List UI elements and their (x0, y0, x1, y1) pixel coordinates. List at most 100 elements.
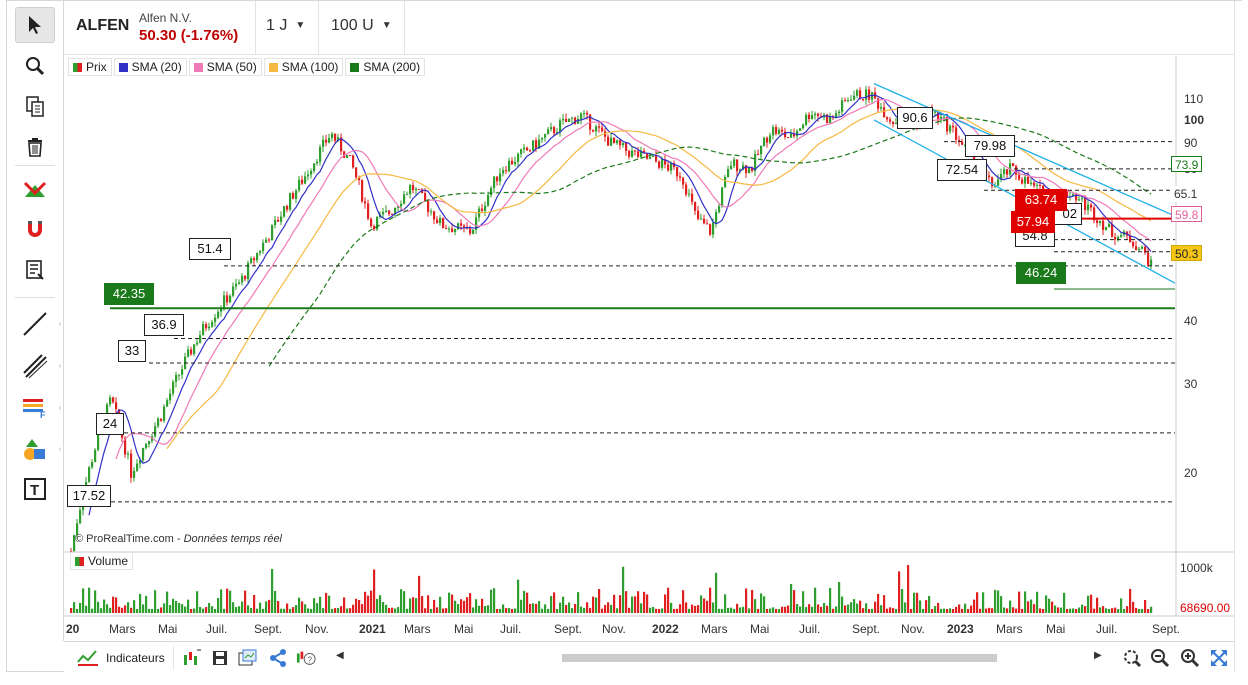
indicators-button[interactable]: Indicateurs (72, 646, 174, 670)
volume-bar (124, 605, 127, 613)
zoom-icon[interactable] (15, 48, 55, 84)
ticker-symbol: ALFEN (76, 17, 130, 34)
volume-bar (232, 602, 235, 613)
candle-body (646, 153, 649, 159)
volume-bar (334, 608, 337, 613)
level-label-33[interactable]: 33 (118, 340, 146, 362)
volume-bar (1072, 608, 1075, 613)
x-tick-label: Sept. (1152, 622, 1181, 636)
text-tool-icon[interactable]: T (15, 471, 55, 507)
volume-bar (199, 606, 202, 613)
volume-bar (736, 603, 739, 613)
cursor-icon[interactable] (15, 7, 55, 43)
candle-body (388, 210, 391, 214)
chevron-down-icon: ▼ (295, 20, 306, 32)
candle-body (496, 176, 499, 182)
volume-bar (577, 592, 580, 613)
level-label-17-52[interactable]: 17.52 (67, 485, 111, 507)
notes-icon[interactable] (15, 252, 55, 288)
volume-bar (685, 602, 688, 613)
company-name: Alfen N.V. (139, 11, 192, 25)
volume-bar (277, 601, 280, 613)
volume-bar (385, 604, 388, 613)
templates-icon[interactable] (238, 649, 258, 667)
candle-body (547, 129, 550, 135)
fibonacci-tool-icon[interactable]: F › (15, 390, 61, 426)
candle-body (472, 229, 475, 234)
candle-body (409, 185, 412, 195)
level-label-46-24[interactable]: 46.24 (1016, 262, 1066, 284)
candle-body (73, 535, 76, 552)
legend-price[interactable]: Prix (68, 58, 112, 76)
channel-tool-icon[interactable]: › (15, 348, 61, 384)
candle-body (412, 185, 415, 191)
copy-icon[interactable] (15, 89, 55, 125)
instrument-box[interactable]: ALFEN Alfen N.V. 50.30 (-1.76%) (64, 1, 256, 55)
magnet-icon[interactable] (15, 211, 55, 247)
volume-bar (652, 606, 655, 613)
add-chart-icon[interactable] (182, 649, 202, 667)
candle-body (841, 100, 844, 112)
candle-body (1012, 163, 1015, 167)
level-label-79-98[interactable]: 79.98 (965, 135, 1015, 157)
volume-bar (1012, 607, 1015, 613)
volume-bar (1018, 591, 1021, 613)
volume-bar (1093, 608, 1096, 613)
legend-sma-100[interactable]: SMA (100) (263, 58, 344, 76)
interval-dropdown[interactable]: 1 J ▼ (256, 1, 319, 55)
fullscreen-icon[interactable] (1209, 649, 1229, 667)
volume-bar (910, 608, 913, 613)
level-label-72-54[interactable]: 72.54 (937, 159, 987, 181)
shapes-tool-icon[interactable]: › (15, 431, 61, 467)
volume-bar (1120, 598, 1123, 613)
zoom-in-icon[interactable] (1180, 649, 1200, 668)
legend-sma-50[interactable]: SMA (50) (188, 58, 262, 76)
volume-bar (1042, 608, 1045, 613)
scroll-left-arrow[interactable]: ◀ (336, 650, 344, 661)
trash-icon[interactable] (15, 129, 55, 165)
level-label-57-94[interactable]: 57.94 (1011, 211, 1055, 233)
level-label-24[interactable]: 24 (96, 413, 124, 435)
candle-body (811, 115, 814, 119)
volume-bar (172, 598, 175, 613)
save-icon[interactable] (210, 649, 230, 667)
volume-bar (373, 569, 376, 613)
scroll-right-arrow[interactable]: ▶ (1094, 650, 1102, 661)
line-tool-icon[interactable]: › (15, 306, 61, 342)
candle-body (694, 201, 697, 211)
level-label-36-9[interactable]: 36.9 (144, 314, 184, 336)
volume-bar (214, 608, 217, 613)
candle-body (259, 251, 262, 253)
candle-body (850, 99, 853, 101)
volume-bar (901, 588, 904, 613)
legend-sma-20[interactable]: SMA (20) (113, 58, 187, 76)
volume-bar (997, 590, 1000, 613)
share-icon[interactable] (268, 649, 288, 667)
candle-body (1144, 246, 1147, 253)
volume-bar (859, 600, 862, 613)
volume-bar (514, 608, 517, 613)
help-icon[interactable]: ? (296, 649, 316, 667)
level-label-90-6[interactable]: 90.6 (897, 107, 933, 129)
volume-bar (355, 598, 358, 613)
zoom-fit-icon[interactable] (1122, 649, 1142, 668)
level-label-51-4[interactable]: 51.4 (189, 238, 231, 260)
chart-style-icon[interactable] (15, 171, 55, 207)
legend-volume[interactable]: Volume (70, 552, 134, 570)
candle-body (622, 142, 625, 146)
level-label-42-35[interactable]: 42.35 (104, 283, 154, 305)
horizontal-scrollbar[interactable] (562, 654, 997, 662)
volume-bar (340, 606, 343, 613)
candle-body (637, 151, 640, 157)
right-scroll-edge (1234, 1, 1242, 673)
volume-bar (1039, 608, 1042, 613)
volume-bar (616, 608, 619, 613)
candle-body (1027, 176, 1030, 184)
candle-body (196, 342, 199, 345)
legend-sma-200[interactable]: SMA (200) (345, 58, 426, 76)
volume-bar (478, 605, 481, 613)
units-dropdown[interactable]: 100 U ▼ (319, 1, 405, 55)
level-label-63-74[interactable]: 63.74 (1015, 189, 1067, 211)
volume-bar (301, 601, 304, 613)
zoom-out-icon[interactable] (1150, 649, 1170, 668)
